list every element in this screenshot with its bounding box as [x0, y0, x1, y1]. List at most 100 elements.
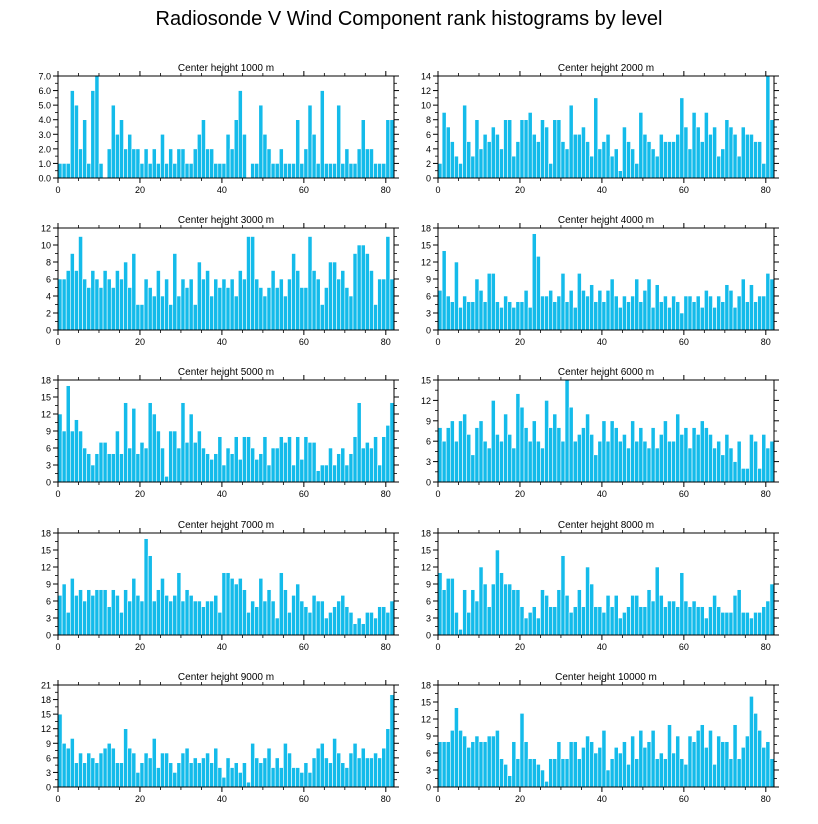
histogram-bar — [441, 250, 447, 331]
y-tick-label: 0.0 — [38, 174, 51, 184]
histogram-bar — [176, 295, 182, 331]
histogram-bar — [217, 612, 223, 636]
histogram-bar — [556, 119, 562, 179]
histogram-bar — [646, 447, 652, 483]
histogram-bar — [749, 133, 754, 179]
histogram-bar — [299, 600, 305, 636]
histogram-bar — [106, 606, 112, 636]
histogram-bar — [369, 148, 374, 179]
histogram-bar — [115, 762, 120, 788]
histogram-bar — [115, 133, 120, 179]
histogram-bar — [209, 600, 215, 636]
histogram-bar — [679, 312, 685, 331]
histogram-bar — [572, 307, 578, 331]
histogram-bar — [609, 420, 615, 483]
x-tick-label: 40 — [217, 185, 227, 195]
histogram-bar — [617, 617, 623, 636]
histogram-bar — [708, 133, 713, 179]
histogram-bar — [732, 307, 738, 331]
histogram-bar — [695, 434, 701, 483]
histogram-bar — [233, 436, 239, 483]
histogram-bar — [98, 752, 104, 788]
histogram-bar — [381, 747, 387, 788]
x-tick-label: 60 — [679, 642, 689, 652]
histogram-bar — [613, 595, 619, 636]
histogram-bar — [229, 278, 235, 331]
histogram-bar — [568, 406, 574, 483]
panel-title: Center height 5000 m — [178, 367, 274, 378]
histogram-bar — [115, 430, 120, 483]
histogram-bar — [531, 233, 537, 331]
histogram-bar — [548, 606, 554, 636]
histogram-bar — [503, 119, 508, 179]
histogram-bar — [233, 295, 239, 331]
histogram-bar — [135, 595, 141, 636]
histogram-panel: Center height 7000 m 0 3 6 9 12 15 18 0 20 40 60 80 — [41, 520, 399, 652]
panel-title: Center height 8000 m — [558, 520, 654, 531]
histogram-bar — [201, 119, 206, 179]
histogram-bar — [556, 589, 562, 636]
histogram-bar — [242, 436, 247, 483]
histogram-bar — [449, 730, 455, 788]
histogram-bar — [683, 600, 689, 636]
histogram-bar — [683, 764, 689, 788]
histogram-bar — [274, 287, 280, 331]
histogram-bar — [617, 440, 623, 483]
y-tick-label: 18 — [41, 529, 51, 539]
histogram-bar — [556, 427, 562, 483]
histogram-bar — [123, 589, 128, 636]
histogram-panel: Center height 6000 m 0 3 6 9 12 15 0 20 40 60 80 — [421, 367, 779, 499]
histogram-bar — [740, 747, 746, 788]
histogram-bar — [757, 141, 763, 179]
histogram-bar — [761, 434, 767, 483]
histogram-bar — [638, 606, 644, 636]
histogram-bar — [663, 141, 668, 179]
histogram-bar — [332, 261, 337, 331]
histogram-bar — [622, 126, 627, 179]
y-tick-label: 3.0 — [38, 130, 51, 140]
panel-title: Center height 4000 m — [558, 215, 654, 226]
histogram-bar — [389, 694, 395, 788]
histogram-bar — [180, 752, 186, 788]
histogram-bar — [311, 757, 317, 788]
y-tick-label: 0 — [426, 478, 431, 488]
histogram-bar — [646, 141, 652, 179]
x-tick-label: 0 — [435, 642, 440, 652]
histogram-bar — [270, 767, 276, 788]
histogram-bar — [609, 155, 615, 179]
histogram-bar — [585, 735, 590, 788]
x-tick-label: 0 — [55, 337, 60, 347]
x-tick-label: 80 — [381, 337, 391, 347]
histogram-bar — [663, 606, 668, 636]
histogram-bar — [246, 236, 251, 331]
histogram-bar — [332, 606, 337, 636]
histogram-bar — [340, 447, 346, 483]
histogram-bar — [287, 436, 292, 483]
histogram-bar — [527, 440, 533, 483]
histogram-bar — [437, 163, 443, 179]
histogram-bar — [356, 617, 362, 636]
histogram-bar — [687, 148, 693, 179]
histogram-bar — [205, 270, 210, 331]
histogram-bar — [303, 148, 309, 179]
histogram-bar — [82, 447, 87, 483]
histogram-bar — [445, 578, 451, 636]
histogram-bar — [470, 589, 476, 636]
histogram-bar — [262, 600, 268, 636]
histogram-bar — [728, 126, 734, 179]
histogram-panel: Center height 5000 m 0 3 6 9 12 15 18 0 20 40 60 80 — [41, 367, 399, 499]
histogram-bar — [283, 163, 288, 179]
histogram-bar — [336, 104, 342, 179]
histogram-bar — [180, 402, 186, 483]
histogram-bar — [589, 434, 595, 483]
histogram-bar — [377, 278, 383, 331]
histogram-bar — [470, 741, 476, 788]
histogram-bar — [486, 735, 492, 788]
histogram-bar — [564, 148, 570, 179]
histogram-bar — [712, 764, 717, 788]
histogram-bar — [470, 301, 476, 331]
histogram-bar — [564, 301, 570, 331]
x-tick-label: 80 — [761, 794, 771, 804]
histogram-bar — [503, 583, 508, 636]
histogram-bar — [237, 772, 243, 788]
